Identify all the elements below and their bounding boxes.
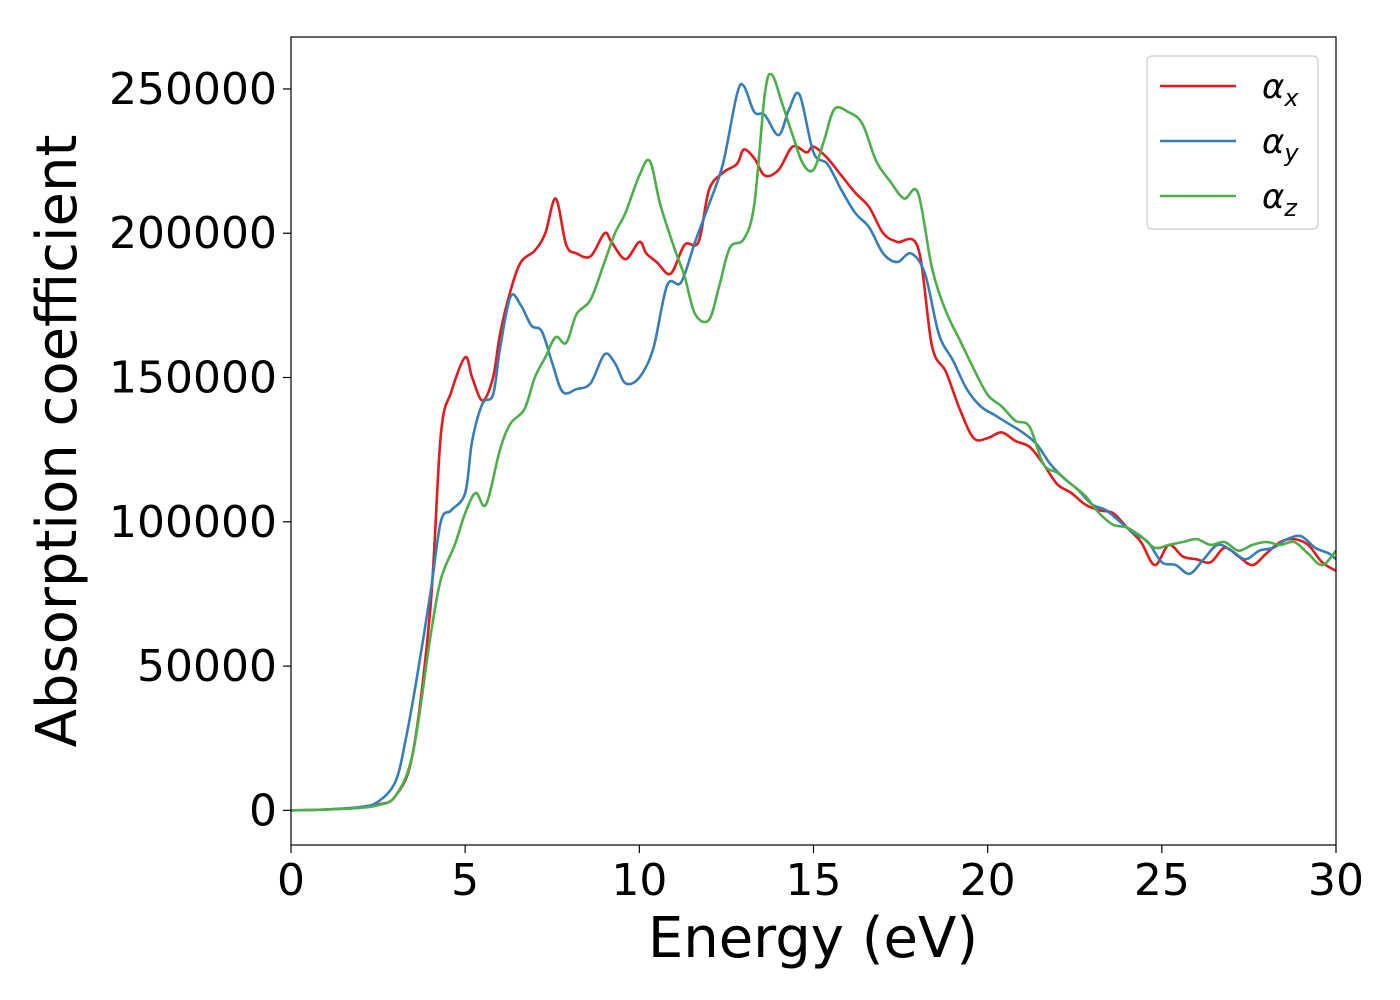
y-axis-ticks: 0 50000 100000 150000 200000 250000 <box>109 64 291 836</box>
series-line-alpha-x <box>291 144 1336 812</box>
x-tick-label: 0 <box>277 855 305 906</box>
y-tick-label: 0 <box>249 785 277 836</box>
series-line-alpha-z <box>291 72 1336 812</box>
x-tick-label: 15 <box>786 855 842 906</box>
y-tick-label: 150000 <box>109 353 277 404</box>
x-tick-label: 25 <box>1134 855 1190 906</box>
x-axis-title: Energy (eV) <box>648 906 978 971</box>
legend-label-alpha-y: αy <box>1262 122 1299 167</box>
y-tick-label: 50000 <box>137 641 277 692</box>
legend-label-alpha-z: αz <box>1262 177 1298 222</box>
y-axis-title: Absorption coefficient <box>25 135 90 748</box>
y-tick-label: 100000 <box>109 497 277 548</box>
x-tick-label: 5 <box>451 855 479 906</box>
series-line-alpha-y <box>291 82 1336 812</box>
legend: αx αy αz <box>1146 55 1319 230</box>
series-layer <box>291 72 1336 812</box>
y-tick-label: 200000 <box>109 208 277 259</box>
legend-label-alpha-x: αx <box>1262 67 1299 112</box>
x-axis-ticks: 0 5 10 15 20 25 30 <box>277 845 1364 906</box>
x-tick-label: 20 <box>960 855 1016 906</box>
y-tick-label: 250000 <box>109 64 277 115</box>
x-tick-label: 10 <box>611 855 667 906</box>
legend-frame <box>1146 55 1319 230</box>
x-tick-label: 30 <box>1308 855 1364 906</box>
